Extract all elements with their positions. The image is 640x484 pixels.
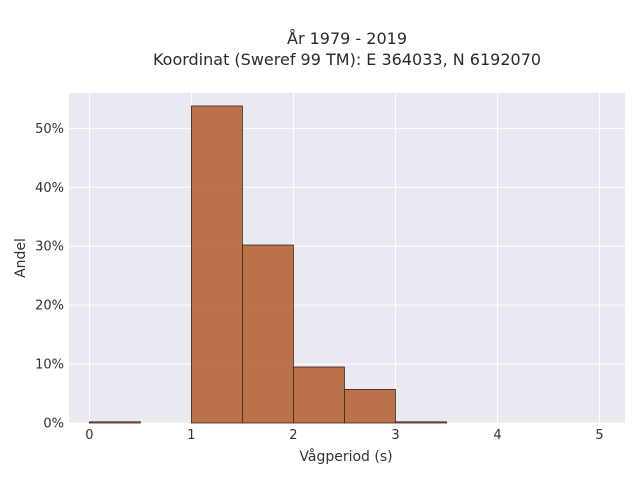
gridlines [69,93,625,424]
y-tick-label: 20% [35,299,64,314]
y-axis-ticks: 0% 10% 20% 30% 40% 50% [35,122,64,432]
x-axis-label: Vågperiod (s) [299,448,392,465]
y-tick-label: 0% [43,417,64,432]
y-tick-label: 40% [35,181,64,196]
y-axis-label: Andel [13,238,29,278]
x-axis-ticks: 0 1 2 3 4 5 [85,428,603,443]
plot-area [69,93,625,423]
y-tick-label: 10% [35,358,64,373]
x-tick-label: 5 [595,428,603,443]
histogram-bar [293,366,345,424]
histogram-bar [344,389,396,424]
histogram-bar [191,105,243,424]
y-tick-label: 50% [35,122,64,137]
x-tick-label: 4 [493,428,501,443]
histogram-bars [89,105,447,424]
x-tick-label: 2 [289,428,297,443]
histogram-bar [395,421,447,424]
y-tick-label: 30% [35,240,64,255]
x-tick-label: 3 [391,428,399,443]
chart-title-line-1: År 1979 - 2019 [287,29,407,48]
histogram-bar [242,244,294,424]
histogram-bar [89,421,141,424]
x-tick-label: 1 [187,428,195,443]
x-tick-label: 0 [85,428,93,443]
chart-title-line-2: Koordinat (Sweref 99 TM): E 364033, N 61… [152,50,542,69]
